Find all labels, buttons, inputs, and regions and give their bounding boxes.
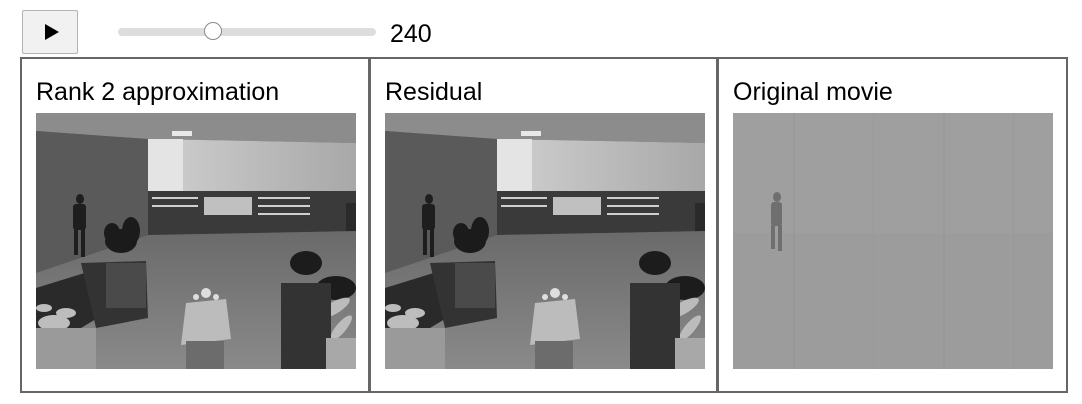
play-icon <box>44 24 59 40</box>
panel-rank-approximation: Rank 2 approximation <box>20 57 370 393</box>
panel-title: Rank 2 approximation <box>36 78 280 106</box>
video-frame <box>385 113 705 369</box>
panel-original-movie: Original movie <box>717 57 1068 393</box>
panel-title: Original movie <box>733 78 893 106</box>
slider-thumb[interactable] <box>204 22 223 40</box>
play-button[interactable] <box>22 10 78 54</box>
slider-track[interactable] <box>118 28 376 36</box>
panel-title: Residual <box>385 78 483 106</box>
frame-slider[interactable] <box>118 22 376 40</box>
video-frame <box>733 113 1053 369</box>
video-frame <box>36 113 356 369</box>
panel-residual: Residual <box>369 57 718 393</box>
frame-readout: 240 <box>390 20 432 48</box>
